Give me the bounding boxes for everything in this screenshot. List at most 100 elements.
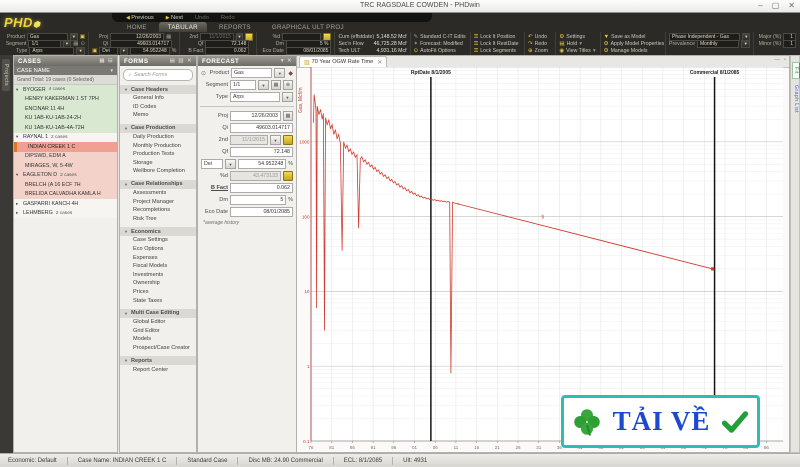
- expand-arrow-icon[interactable]: ▾: [16, 86, 19, 92]
- expand-arrow-icon[interactable]: ▸: [16, 200, 19, 206]
- case-group-row[interactable]: ▸ GASPARRI KANCH 4H: [14, 199, 117, 209]
- filter-icon[interactable]: ▼: [109, 68, 114, 73]
- expand-arrow-icon[interactable]: ▾: [16, 172, 19, 178]
- form-item[interactable]: Ownership: [133, 280, 160, 287]
- expand-arrow-icon[interactable]: ▸: [16, 210, 19, 216]
- forms-section-header[interactable]: ▼ Case Relationships: [120, 179, 196, 189]
- chevron-down-icon[interactable]: ▾: [579, 40, 582, 47]
- type-select[interactable]: Arps: [230, 92, 280, 102]
- layout-icon[interactable]: ▤: [169, 58, 176, 64]
- redo-button[interactable]: Redo: [220, 14, 235, 21]
- minimize-pane-icon[interactable]: —: [774, 57, 781, 63]
- chevron-down-icon[interactable]: ▾: [592, 47, 596, 54]
- chart-tab[interactable]: ▥ 70 Year OGW Rate Time ✕: [299, 56, 388, 67]
- chevron-down-icon[interactable]: ▼: [76, 46, 86, 55]
- graph-list-collapsed-tab[interactable]: Graph List: [793, 85, 799, 114]
- watermark-text[interactable]: TẢI VỀ: [612, 406, 711, 436]
- ecodate-field[interactable]: 08/01/2085: [285, 46, 332, 55]
- pin-icon[interactable]: ⊟: [107, 58, 113, 64]
- diamond-icon[interactable]: ◆: [288, 70, 293, 77]
- minimize-button[interactable]: –: [758, 1, 763, 10]
- chevron-down-icon[interactable]: ▼: [258, 80, 269, 90]
- bfact-field[interactable]: 0.062: [230, 183, 293, 193]
- form-item[interactable]: Wellbore Completion: [133, 168, 185, 175]
- form-item[interactable]: Case Settings: [133, 237, 168, 244]
- form-item[interactable]: Investments: [133, 271, 164, 278]
- case-row[interactable]: KU 1AB-KU-1AB-24-2H: [14, 113, 117, 123]
- form-item[interactable]: Grid Editor: [133, 327, 160, 334]
- equation-icon[interactable]: ▣: [92, 47, 98, 54]
- case-row[interactable]: MIRAGES, W, 5-4W: [14, 161, 117, 171]
- grid-icon[interactable]: ▦: [73, 40, 79, 47]
- close-icon[interactable]: ✕: [186, 58, 192, 64]
- form-item[interactable]: Prices: [133, 288, 149, 295]
- redo-tool-button[interactable]: Redo: [534, 40, 548, 47]
- folder-icon[interactable]: ▣: [79, 33, 86, 40]
- forms-section-header[interactable]: ▼ Case Headers: [120, 85, 196, 94]
- undo-button[interactable]: Undo: [194, 14, 209, 21]
- case-row[interactable]: BRELIDA CALVADHA KAMLA H: [14, 189, 117, 199]
- edits-forecast[interactable]: Forecast: Modified: [420, 40, 463, 47]
- pctd-field[interactable]: 43.473133: [230, 171, 281, 181]
- chevron-down-icon[interactable]: ▼: [69, 32, 78, 41]
- case-row[interactable]: BRELCH (A 16 ECF 7H: [14, 180, 117, 190]
- grid-icon[interactable]: ▥: [178, 58, 184, 64]
- bfact-field[interactable]: 0.062: [205, 46, 250, 55]
- qf-field[interactable]: 72.148: [230, 147, 293, 157]
- case-row[interactable]: ENCINAR 11 4H: [14, 104, 117, 114]
- grid-icon[interactable]: ▦: [271, 80, 281, 90]
- lock-segments-button[interactable]: Lock Segments: [480, 47, 516, 54]
- form-item[interactable]: Expenses: [133, 254, 158, 261]
- apply-button-icon[interactable]: [283, 135, 293, 145]
- case-row[interactable]: INDIAN CREEK 1 C: [14, 142, 117, 152]
- product-select[interactable]: Gas: [231, 68, 273, 78]
- settings-button[interactable]: Settings: [566, 33, 586, 40]
- type-select[interactable]: Arps: [29, 46, 75, 55]
- grid-icon[interactable]: ▦: [99, 58, 105, 64]
- tab-tabular[interactable]: TABULAR: [158, 22, 207, 32]
- form-item[interactable]: Production Tests: [133, 151, 175, 158]
- zoom-tool-button[interactable]: Zoom: [534, 47, 548, 54]
- dm-field[interactable]: 5: [230, 195, 287, 205]
- decline-curve-chart[interactable]: 7681869196010611162126313641465156616671…: [297, 66, 789, 452]
- chevron-down-icon[interactable]: ▼: [274, 68, 286, 78]
- form-item[interactable]: ID Codes: [133, 103, 157, 110]
- chevron-down-icon[interactable]: ▼: [119, 46, 128, 55]
- forms-section-header[interactable]: ▼ Economics: [120, 227, 196, 237]
- tab-reports[interactable]: REPORTS: [218, 24, 251, 31]
- form-item[interactable]: Monthly Production: [133, 142, 181, 149]
- chevron-down-icon[interactable]: ▼: [282, 92, 293, 102]
- hold-button[interactable]: Hold: [566, 40, 578, 47]
- close-icon[interactable]: ✕: [286, 58, 292, 64]
- view-titles-button[interactable]: View Titles: [566, 47, 591, 54]
- form-item[interactable]: Report Center: [133, 366, 169, 373]
- prevalence-select[interactable]: Monthly: [696, 39, 740, 48]
- case-row[interactable]: DIPSWD, EDM A: [14, 151, 117, 161]
- dei-field[interactable]: 54.952248: [238, 159, 287, 169]
- form-item[interactable]: Eco Options: [133, 246, 164, 253]
- close-tab-icon[interactable]: ✕: [377, 59, 383, 66]
- apply-button-icon[interactable]: [283, 171, 293, 181]
- forms-section-header[interactable]: ▼ Case Production: [120, 123, 196, 133]
- close-button[interactable]: ✕: [788, 1, 795, 10]
- projects-collapsed-tab[interactable]: Projects: [2, 59, 10, 92]
- form-item[interactable]: General Info: [133, 95, 164, 102]
- apply-model-properties-button[interactable]: Apply Model Properties: [610, 40, 665, 47]
- form-item[interactable]: Daily Production: [133, 134, 174, 141]
- ecodate-field[interactable]: 08/01/2085: [230, 207, 293, 217]
- form-item[interactable]: Memo: [133, 112, 149, 119]
- case-group-row[interactable]: ▾ BYOGER 4 cases: [14, 85, 117, 95]
- next-button[interactable]: ▶ Next: [165, 14, 183, 21]
- form-item[interactable]: Prospect/Case Creator: [133, 344, 190, 351]
- form-item[interactable]: Models: [133, 336, 152, 343]
- case-group-row[interactable]: ▸ LEHMBERG 2 cases: [14, 208, 117, 218]
- forms-section-header[interactable]: ▼ Multi Case Editing: [120, 308, 196, 318]
- maximize-button[interactable]: ▢: [771, 1, 780, 10]
- previous-button[interactable]: ◀ Previous: [126, 14, 154, 21]
- form-item[interactable]: Storage: [133, 159, 153, 166]
- case-name-column-header[interactable]: CASE NAME ▼: [14, 66, 117, 75]
- chevron-down-icon[interactable]: ▼: [741, 39, 751, 48]
- qi-field[interactable]: 49603.014717: [230, 123, 293, 133]
- forms-search-input[interactable]: ⌕ Search Forms: [123, 69, 193, 81]
